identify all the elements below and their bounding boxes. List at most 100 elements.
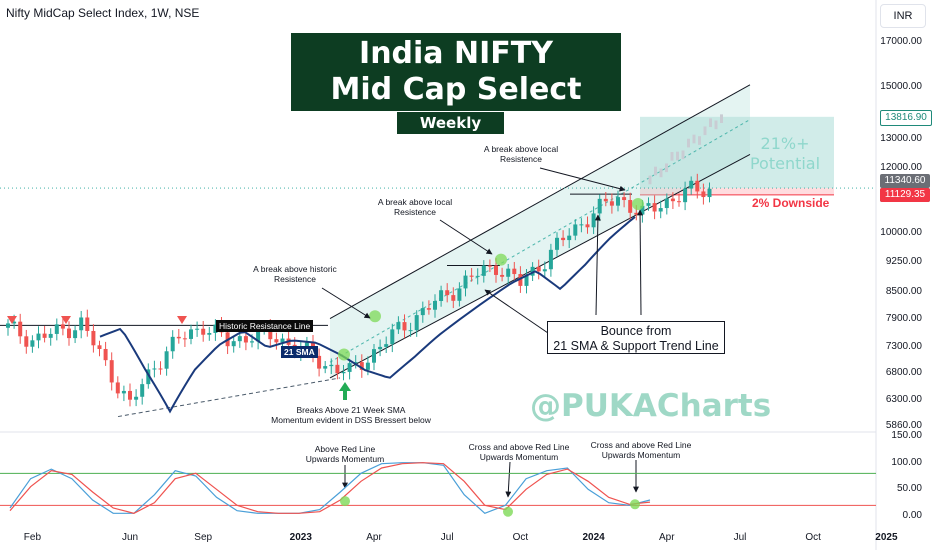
breakout-arrow bbox=[339, 382, 351, 400]
projection-bar bbox=[703, 126, 707, 136]
price-tag: 11340.60 bbox=[880, 174, 930, 189]
osc-annotation-2: Cross and above Red Line Upwards Momentu… bbox=[460, 442, 578, 462]
candle-body bbox=[426, 308, 431, 310]
annotation-break-historic-2: Resistence bbox=[273, 274, 317, 284]
candle-body bbox=[170, 336, 175, 352]
title-banner: India NIFTY Mid Cap Select Index bbox=[291, 33, 621, 143]
candle-body bbox=[347, 363, 352, 372]
candle-body bbox=[304, 342, 309, 347]
candle-body bbox=[518, 274, 523, 286]
annotation-break-historic: A break above historic Resistence bbox=[240, 264, 350, 284]
candle-body bbox=[85, 317, 90, 331]
projection-bar bbox=[698, 136, 701, 145]
candle-body bbox=[677, 201, 681, 203]
candle-body bbox=[201, 328, 206, 335]
candle-body bbox=[597, 198, 602, 214]
candle-body bbox=[487, 265, 492, 267]
projection-bar bbox=[720, 114, 723, 124]
candle-body bbox=[317, 355, 322, 369]
price-tag: 11129.35 bbox=[880, 187, 930, 202]
projection-bar bbox=[648, 175, 652, 185]
channel-mid-line bbox=[329, 119, 751, 363]
candle-body bbox=[91, 330, 96, 346]
price-tick-label: 13000.00 bbox=[880, 132, 922, 144]
time-tick-label: Apr bbox=[366, 532, 382, 543]
candle-body bbox=[390, 329, 395, 345]
candle-body bbox=[414, 315, 419, 331]
break-marker bbox=[369, 310, 381, 323]
time-tick-label: 2023 bbox=[289, 532, 312, 543]
candle-body bbox=[268, 326, 273, 340]
candle-body bbox=[207, 332, 212, 335]
candle-body bbox=[402, 322, 407, 331]
annotation-breaks-sma-1: Breaks Above 21 Week SMA bbox=[296, 405, 406, 415]
candle-body bbox=[195, 328, 200, 330]
price-tick-label: 12000.00 bbox=[880, 161, 922, 173]
candle-body bbox=[634, 212, 639, 215]
time-tick-label: 2024 bbox=[582, 532, 605, 543]
candle-body bbox=[463, 275, 468, 289]
projection-bar bbox=[659, 168, 663, 178]
candle-body bbox=[365, 362, 370, 370]
candle-body bbox=[213, 324, 218, 333]
osc-annotation-arrow bbox=[505, 461, 512, 498]
downside-label: 2% Downside bbox=[752, 196, 830, 210]
candle-body bbox=[439, 290, 444, 302]
candle-body bbox=[335, 364, 340, 374]
bounce-line-1: Bounce from bbox=[600, 324, 672, 338]
candle-body bbox=[616, 197, 620, 206]
annotation-breaks-sma: Breaks Above 21 Week SMA Momentum eviden… bbox=[266, 405, 436, 425]
candle-body bbox=[609, 201, 614, 206]
candle-body bbox=[372, 349, 376, 363]
candle-body bbox=[54, 324, 59, 334]
time-tick-label: Jun bbox=[121, 532, 139, 543]
annotation-arrow bbox=[594, 214, 601, 316]
osc-annotation-1: Above Red Line Upwards Momentum bbox=[300, 444, 390, 464]
price-tick-label: 7900.00 bbox=[885, 312, 922, 324]
candle-body bbox=[573, 224, 578, 236]
candle-body bbox=[469, 275, 474, 277]
candle-body bbox=[481, 265, 486, 276]
price-tick-label: 10000.00 bbox=[880, 227, 922, 239]
candle-body bbox=[567, 235, 572, 241]
osc-annotation-1-a: Above Red Line bbox=[314, 444, 376, 454]
annotation-break-local-2-a: A break above local bbox=[483, 144, 559, 154]
candle-body bbox=[542, 269, 547, 272]
candle-body bbox=[176, 336, 181, 339]
candle-body bbox=[164, 351, 169, 369]
sma-line bbox=[99, 216, 636, 414]
price-tick-label: 7300.00 bbox=[885, 341, 922, 352]
annotation-arrow bbox=[637, 209, 644, 316]
candle-body bbox=[280, 338, 285, 343]
candle-body bbox=[646, 203, 651, 206]
downside-zone bbox=[640, 188, 834, 195]
time-tick-label: Sep bbox=[194, 532, 213, 543]
candle-body bbox=[128, 390, 132, 400]
candle-body bbox=[48, 333, 53, 338]
time-tick-label: Apr bbox=[659, 532, 675, 543]
annotation-arrow bbox=[484, 289, 549, 334]
osc-marker bbox=[630, 499, 640, 510]
annotation-arrow bbox=[439, 219, 493, 255]
currency-button[interactable]: INR bbox=[880, 4, 926, 28]
projection-bar bbox=[654, 166, 657, 176]
candle-body bbox=[451, 295, 456, 301]
candle-body bbox=[30, 340, 35, 347]
break-marker bbox=[495, 253, 507, 266]
price-tick-label: 9250.00 bbox=[885, 255, 922, 267]
projection-bar bbox=[714, 120, 718, 130]
candle-body bbox=[121, 390, 126, 394]
time-tick-label: 2025 bbox=[875, 532, 898, 543]
candle-body bbox=[237, 336, 242, 342]
price-tick-label: 6300.00 bbox=[885, 394, 922, 406]
candle-body bbox=[652, 203, 657, 212]
osc-marker bbox=[340, 496, 350, 507]
title-line-1: India NIFTY bbox=[359, 36, 553, 71]
candle-body bbox=[12, 321, 17, 324]
candle-body bbox=[524, 275, 529, 286]
potential-line-1: 21%+ bbox=[760, 134, 810, 153]
sma-label: 21 SMA bbox=[281, 346, 318, 358]
candle-body bbox=[695, 180, 700, 192]
